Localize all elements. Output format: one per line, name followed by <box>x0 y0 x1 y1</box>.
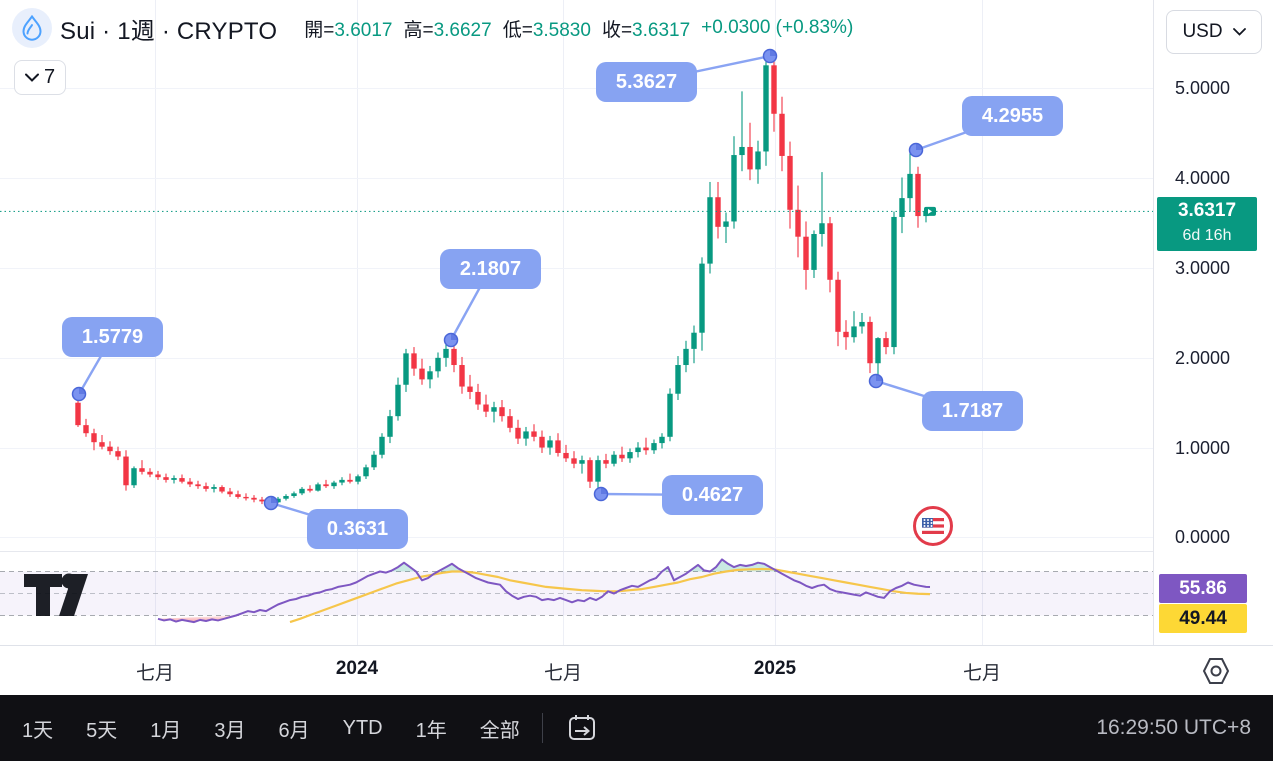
high-value: 3.6627 <box>433 19 492 41</box>
indicators-collapse-button[interactable]: 7 <box>14 60 66 95</box>
us-flag-icon <box>913 506 953 546</box>
price-axis-label: 5.0000 <box>1175 78 1231 98</box>
time-axis-label[interactable]: 七月 <box>543 663 583 684</box>
symbol-title[interactable]: Sui · 1週 · CRYPTO <box>60 17 278 45</box>
clock: 16:29:50 UTC+8 <box>1096 716 1251 739</box>
range-button-1月[interactable]: 1月 <box>150 719 182 742</box>
bar-countdown: 6d 16h <box>1182 227 1232 244</box>
price-callout[interactable]: 5.3627 <box>596 62 697 102</box>
price-callout[interactable]: 1.7187 <box>922 391 1023 431</box>
close-value: 3.6317 <box>632 19 691 41</box>
time-axis-label[interactable]: 2025 <box>753 658 797 679</box>
range-button-5天[interactable]: 5天 <box>86 719 118 742</box>
range-button-YTD[interactable]: YTD <box>342 716 383 739</box>
chevron-down-icon <box>1232 28 1246 36</box>
rsi-value-badge: 55.86 <box>1159 574 1247 603</box>
time-axis-label[interactable]: 七月 <box>135 663 175 684</box>
price-axis-label: 2.0000 <box>1175 348 1231 368</box>
high-label: 高= <box>403 19 434 41</box>
chart-header: Sui · 1週 · CRYPTO 開=3.6017 高=3.6627 低=3.… <box>12 8 853 48</box>
low-value: 3.5830 <box>532 19 591 41</box>
currency-selector[interactable]: USD <box>1166 10 1262 54</box>
candlestick-chart-canvas[interactable] <box>0 0 1153 645</box>
time-axis-label[interactable]: 2024 <box>335 658 379 679</box>
price-callout[interactable]: 0.4627 <box>662 475 763 515</box>
go-to-date-icon[interactable] <box>565 711 599 745</box>
last-price-badge: 3.6317 6d 16h <box>1157 197 1257 251</box>
range-button-3月[interactable]: 3月 <box>214 719 246 742</box>
price-callout[interactable]: 4.2955 <box>962 96 1063 136</box>
range-button-6月[interactable]: 6月 <box>278 719 310 742</box>
range-button-全部[interactable]: 全部 <box>479 719 520 742</box>
sui-logo-icon <box>12 8 52 48</box>
low-label: 低= <box>502 19 533 41</box>
tradingview-logo[interactable] <box>22 570 88 622</box>
price-axis-label: 4.0000 <box>1175 168 1231 188</box>
price-callout[interactable]: 1.5779 <box>62 317 163 357</box>
toolbar-divider <box>541 713 543 743</box>
ohlc-readout: 開=3.6017 高=3.6627 低=3.5830 收=3.6317 +0.0… <box>293 15 853 42</box>
price-axis-label: 3.0000 <box>1175 258 1231 278</box>
bottom-toolbar: 1天 5天 1月 3月 6月 YTD 1年 全部 16:29:50 UTC+8 <box>0 695 1273 761</box>
chart-settings-hexagon-icon[interactable] <box>1200 654 1232 688</box>
time-axis[interactable]: 七月 2024 七月 2025 七月 <box>0 645 1273 695</box>
last-price-value: 3.6317 <box>1177 200 1237 221</box>
price-axis[interactable]: 3.6317 6d 16h 55.86 49.44 5.0000 4.0000 3.… <box>1153 0 1273 645</box>
close-label: 收= <box>601 19 633 41</box>
range-button-1年[interactable]: 1年 <box>415 719 447 742</box>
chevron-down-icon <box>24 73 39 82</box>
open-value: 3.6017 <box>334 19 393 41</box>
price-axis-label: 0.0000 <box>1175 527 1231 547</box>
open-label: 開= <box>304 19 335 41</box>
change-value: +0.0300 (+0.83%) <box>701 17 854 38</box>
price-axis-label: 1.0000 <box>1175 438 1231 458</box>
range-buttons: 1天 5天 1月 3月 6月 YTD 1年 全部 <box>22 714 520 743</box>
price-callout[interactable]: 2.1807 <box>440 249 541 289</box>
time-axis-label[interactable]: 七月 <box>962 663 1002 684</box>
indicators-count: 7 <box>43 66 56 88</box>
currency-label: USD <box>1182 21 1223 42</box>
rsi-ma-value-badge: 49.44 <box>1159 604 1247 633</box>
price-callout[interactable]: 0.3631 <box>307 509 408 549</box>
range-button-1天[interactable]: 1天 <box>22 719 54 742</box>
